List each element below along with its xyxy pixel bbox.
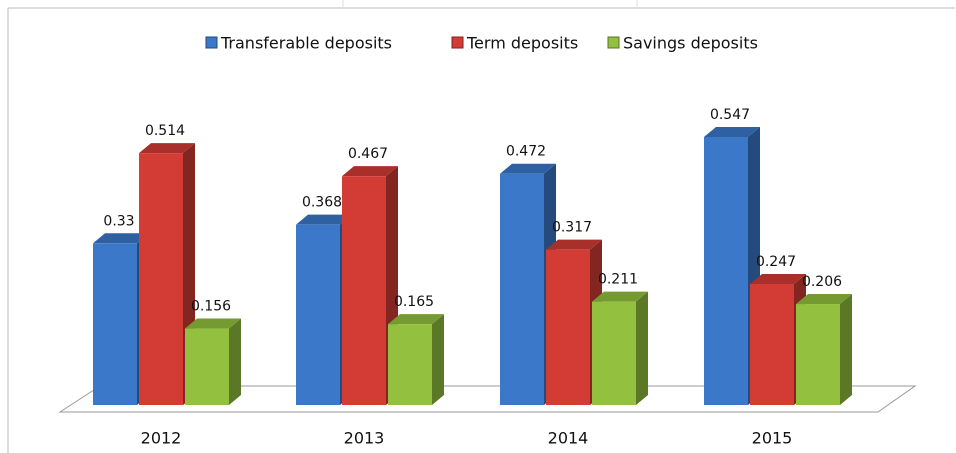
- data-label: 0.165: [394, 294, 434, 310]
- bar: [139, 153, 183, 405]
- bar-top: [546, 239, 602, 250]
- x-tick-label: 2014: [548, 429, 589, 448]
- data-label: 0.33: [103, 213, 134, 229]
- bar: [388, 324, 432, 405]
- data-label: 0.368: [302, 195, 342, 211]
- data-label: 0.317: [552, 220, 592, 236]
- bar-top: [704, 126, 760, 137]
- legend-label: Transferable deposits: [220, 34, 392, 53]
- legend-label: Term deposits: [466, 34, 578, 53]
- bar: [296, 224, 340, 405]
- data-label: 0.472: [506, 144, 546, 160]
- bar: [704, 136, 748, 405]
- bar-top: [592, 291, 648, 302]
- bar-top: [93, 233, 149, 244]
- bar-top: [388, 314, 444, 325]
- bar: [185, 328, 229, 405]
- bar: [750, 283, 794, 405]
- bar-side: [432, 314, 444, 405]
- bar: [500, 173, 544, 405]
- bar: [592, 301, 636, 405]
- x-tick-label: 2012: [141, 429, 182, 448]
- data-label: 0.211: [598, 272, 638, 288]
- bar: [546, 249, 590, 405]
- bar-top: [500, 163, 556, 174]
- data-label: 0.247: [756, 254, 796, 270]
- legend-swatch: [205, 36, 218, 49]
- bar-top: [750, 273, 806, 284]
- data-label: 0.156: [191, 299, 231, 315]
- bar-side: [636, 291, 648, 405]
- bar-top: [342, 166, 398, 177]
- bar-top: [796, 294, 852, 305]
- bar-side: [229, 318, 241, 405]
- data-label: 0.514: [145, 123, 185, 139]
- data-label: 0.206: [802, 274, 842, 290]
- data-label: 0.547: [710, 107, 750, 123]
- bar: [342, 176, 386, 405]
- floor: [58, 385, 917, 413]
- x-tick-label: 2015: [752, 429, 793, 448]
- bar-top: [139, 143, 195, 154]
- bar-top: [296, 214, 352, 225]
- data-label: 0.467: [348, 146, 388, 162]
- legend-swatch: [451, 36, 464, 49]
- legend: Transferable deposits Term deposits Saving…: [205, 34, 758, 53]
- bar: [796, 304, 840, 405]
- bar: [93, 243, 137, 405]
- legend-label: Savings deposits: [623, 34, 758, 53]
- x-tick-label: 2013: [344, 429, 385, 448]
- legend-swatch: [607, 36, 620, 49]
- bar-side: [840, 294, 852, 405]
- bar-top: [185, 318, 241, 329]
